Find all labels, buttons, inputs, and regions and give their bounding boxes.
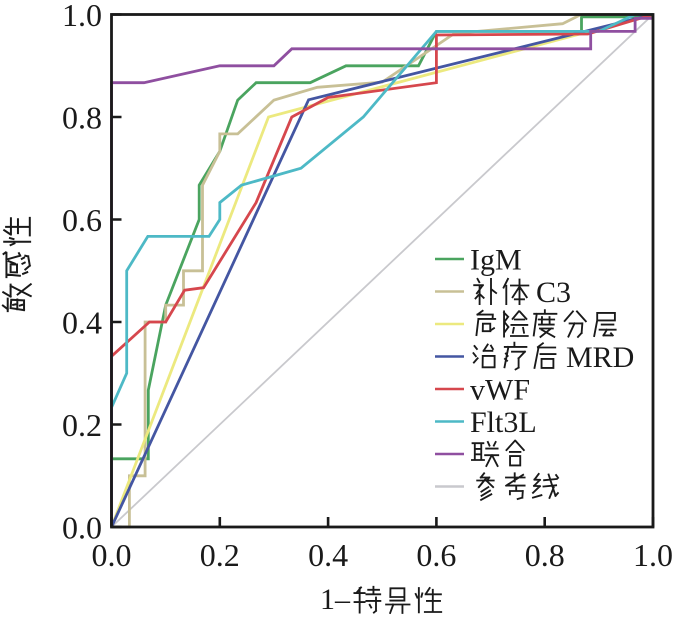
- svg-text:Flt3L: Flt3L: [470, 406, 537, 439]
- svg-text:0.2: 0.2: [200, 537, 240, 573]
- svg-text:1–: 1–: [320, 583, 351, 616]
- svg-text:0.4: 0.4: [308, 537, 348, 573]
- svg-text:0.2: 0.2: [62, 407, 102, 443]
- svg-text:IgM: IgM: [470, 244, 522, 277]
- svg-text:0.4: 0.4: [62, 305, 102, 341]
- svg-text:0.0: 0.0: [62, 510, 102, 546]
- svg-text:MRD: MRD: [566, 341, 634, 374]
- svg-text:0.6: 0.6: [416, 537, 456, 573]
- svg-text:0.8: 0.8: [62, 100, 102, 136]
- svg-text:C3: C3: [536, 276, 571, 309]
- svg-text:0.8: 0.8: [525, 537, 565, 573]
- svg-text:vWF: vWF: [470, 374, 530, 407]
- svg-text:0.6: 0.6: [62, 202, 102, 238]
- svg-text:0.0: 0.0: [92, 537, 132, 573]
- svg-text:1.0: 1.0: [633, 537, 673, 573]
- svg-text:1.0: 1.0: [62, 0, 102, 33]
